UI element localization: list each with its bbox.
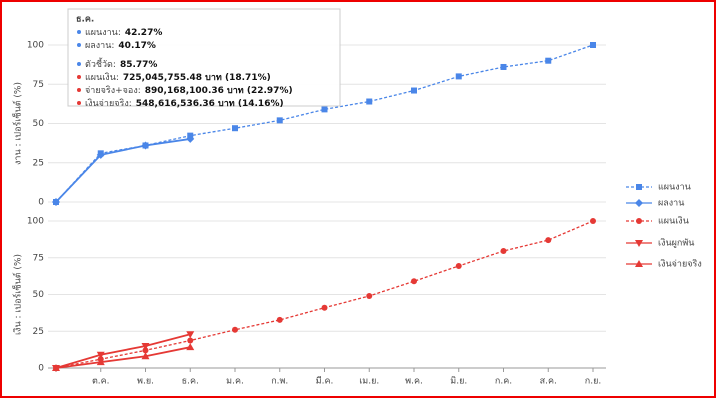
- marker: [411, 278, 417, 285]
- tooltip-label: แผนเงิน:: [85, 72, 119, 83]
- y-axis-title: งาน : เปอร์เซ็นต์ (%): [11, 82, 24, 165]
- legend-marker: [635, 240, 643, 247]
- y-axis-title: เงิน : เปอร์เซ็นต์ (%): [11, 254, 24, 335]
- marker: [96, 358, 105, 366]
- tooltip-value: 85.77%: [120, 60, 158, 70]
- y-tick-label: 100: [27, 217, 44, 227]
- legend-marker: [636, 184, 642, 190]
- legend-label: เงินผูกพัน: [658, 238, 694, 249]
- tooltip-value: 725,045,755.48 บาท (18.71%): [123, 73, 271, 83]
- marker: [500, 63, 507, 70]
- marker: [96, 150, 105, 159]
- x-tick-label: พ.ย.: [137, 377, 154, 387]
- marker: [411, 87, 417, 94]
- x-tick-label: ก.พ.: [271, 377, 288, 387]
- tooltip-value: 40.17%: [118, 41, 156, 51]
- series-line: [55, 333, 191, 369]
- marker: [545, 237, 552, 244]
- x-tick-label: เม.ย.: [359, 377, 379, 387]
- tooltip-label: จ่ายจริง+จอง:: [85, 85, 141, 96]
- legend-marker: [636, 218, 642, 224]
- y-tick-label: 25: [33, 327, 44, 337]
- tooltip-item: แผนงาน: 42.27%: [85, 28, 162, 38]
- tooltip-item: แผนเงิน: 725,045,755.48 บาท (18.71%): [85, 72, 271, 83]
- tooltip-title: ธ.ค.: [76, 15, 94, 25]
- tooltip-bullet: [77, 30, 81, 34]
- x-tick-label: ก.ค.: [495, 377, 512, 387]
- marker: [141, 141, 150, 150]
- marker: [186, 331, 195, 339]
- marker: [321, 304, 328, 311]
- legend-label: แผนงาน: [658, 183, 691, 193]
- tooltip-bullet: [77, 62, 81, 66]
- legend-label: ผลงาน: [658, 199, 684, 209]
- tooltip-item: ตัวชี้วัด: 85.77%: [85, 57, 157, 70]
- x-tick-label: ธ.ค.: [182, 377, 199, 387]
- y-tick-label: 75: [33, 80, 44, 90]
- tooltip-value: 42.27%: [125, 28, 163, 38]
- marker: [276, 316, 283, 323]
- marker: [187, 337, 194, 344]
- tooltip-item: ผลงาน: 40.17%: [85, 41, 156, 51]
- tooltip: [67, 8, 341, 107]
- tooltip-bullet: [77, 101, 81, 105]
- tooltip-value: 548,616,536.36 บาท (14.16%): [136, 99, 284, 109]
- marker: [232, 326, 238, 333]
- marker: [232, 125, 238, 132]
- marker: [186, 343, 195, 351]
- legend-marker: [635, 260, 643, 267]
- x-tick-label: ต.ค.: [92, 377, 110, 387]
- y-tick-label: 50: [33, 290, 45, 300]
- tooltip-label: ตัวชี้วัด:: [85, 57, 116, 70]
- legend-marker: [635, 199, 643, 207]
- y-tick-label: 25: [33, 158, 44, 168]
- x-tick-label: พ.ค.: [405, 377, 423, 387]
- series-line: [55, 346, 191, 369]
- tooltip-label: เงินจ่ายจริง:: [85, 98, 132, 109]
- marker: [96, 351, 105, 359]
- tooltip-label: แผนงาน:: [85, 28, 121, 38]
- marker: [141, 342, 150, 350]
- marker: [455, 73, 462, 80]
- y-tick-label: 75: [33, 253, 44, 263]
- x-tick-label: มิ.ย.: [450, 376, 467, 387]
- marker: [52, 364, 60, 371]
- marker: [366, 292, 373, 299]
- y-tick-label: 50: [33, 119, 45, 129]
- y-tick-label: 100: [27, 41, 44, 51]
- y-tick-label: 0: [38, 198, 44, 208]
- series-line: [55, 138, 191, 203]
- x-tick-label: ม.ค.: [226, 377, 244, 387]
- marker: [141, 352, 150, 360]
- marker: [276, 117, 283, 124]
- marker: [142, 347, 149, 354]
- marker: [186, 134, 195, 143]
- x-tick-label: ก.ย.: [585, 377, 601, 387]
- x-tick-label: ส.ค.: [540, 377, 557, 387]
- legend-label: เงินจ่ายจริง: [658, 259, 702, 270]
- tooltip-item: จ่ายจริง+จอง: 890,168,100.36 บาท (22.97%): [85, 85, 293, 96]
- x-tick-label: มี.ค.: [316, 376, 334, 387]
- marker: [52, 198, 60, 206]
- marker: [321, 106, 328, 113]
- y-tick-label: 0: [38, 364, 44, 374]
- tooltip-value: 890,168,100.36 บาท (22.97%): [145, 86, 293, 96]
- legend-label: แผนเงิน: [658, 216, 689, 227]
- marker: [455, 262, 462, 269]
- tooltip-item: เงินจ่ายจริง: 548,616,536.36 บาท (14.16%): [85, 98, 284, 109]
- tooltip-bullet: [77, 43, 81, 47]
- marker: [545, 57, 552, 64]
- marker: [590, 42, 596, 48]
- marker: [500, 247, 507, 254]
- tooltip-bullet: [77, 88, 81, 92]
- tooltip-bullet: [77, 75, 81, 79]
- marker: [366, 98, 373, 105]
- marker: [590, 218, 596, 224]
- tooltip-label: ผลงาน:: [85, 41, 114, 51]
